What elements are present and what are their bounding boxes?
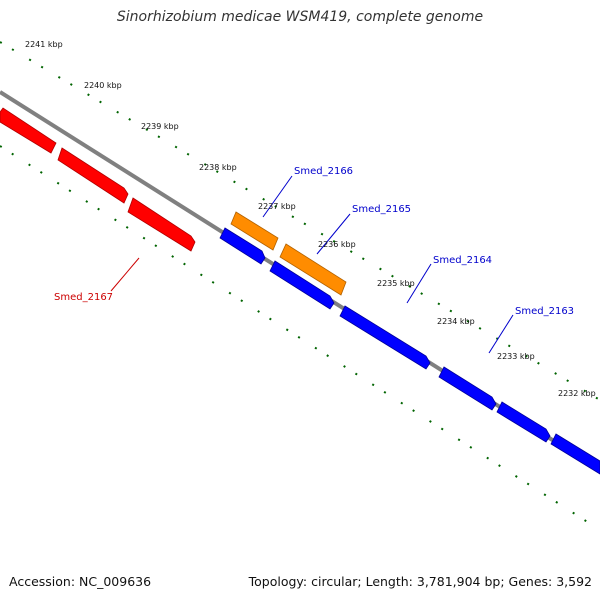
gene-arrow-red (57, 147, 129, 204)
kbp-label: 2237 kbp (258, 202, 296, 211)
genome-stats-text: Topology: circular; Length: 3,781,904 bp… (248, 574, 592, 589)
accession-text: Accession: NC_009636 (9, 574, 152, 589)
leader-smed-2163 (488, 314, 514, 354)
gene-arrow-blue (438, 366, 497, 411)
kbp-label: 2234 kbp (437, 317, 475, 326)
tick-tracks (0, 41, 600, 531)
reverse-genes (219, 227, 600, 475)
outer-tick-track (0, 41, 600, 401)
kbp-label: 2238 kbp (199, 163, 237, 172)
gene-arrow-orange (279, 243, 347, 296)
gene-labels: Smed_2167 Smed_2166 Smed_2165 Smed_2164 … (54, 166, 574, 317)
kbp-label: 2240 kbp (84, 81, 122, 90)
gene-label-smed-2165: Smed_2165 (352, 204, 411, 215)
gene-label-leaders (110, 175, 514, 354)
kbp-labels: 2241 kbp 2240 kbp 2239 kbp 2238 kbp 2237… (25, 40, 596, 398)
gene-label-smed-2166: Smed_2166 (294, 166, 353, 177)
inner-tick-track (0, 145, 600, 531)
kbp-label: 2232 kbp (558, 389, 596, 398)
leader-smed-2166 (262, 175, 293, 218)
gene-arrow-red (0, 107, 57, 154)
forward-genes (0, 107, 196, 252)
gene-label-smed-2164: Smed_2164 (433, 255, 492, 266)
map-title: Sinorhizobium medicae WSM419, complete g… (116, 9, 484, 25)
orange-genes (230, 211, 347, 296)
kbp-label: 2233 kbp (497, 352, 535, 361)
gene-arrow-blue (219, 227, 266, 265)
leader-smed-2164 (406, 263, 432, 304)
gene-arrow-red (127, 197, 196, 252)
gene-arrow-blue (269, 260, 335, 310)
leader-smed-2165 (316, 213, 351, 255)
gene-arrow-blue (339, 305, 431, 370)
gene-arrow-blue (496, 401, 551, 443)
gene-arrow-blue (550, 433, 600, 475)
kbp-label: 2235 kbp (377, 279, 415, 288)
kbp-label: 2239 kbp (141, 122, 179, 131)
kbp-label: 2241 kbp (25, 40, 63, 49)
gene-arrow-orange (230, 211, 279, 251)
gene-label-smed-2167: Smed_2167 (54, 292, 113, 303)
gene-label-smed-2163: Smed_2163 (515, 306, 574, 317)
leader-smed-2167 (110, 257, 140, 292)
kbp-label: 2236 kbp (318, 240, 356, 249)
